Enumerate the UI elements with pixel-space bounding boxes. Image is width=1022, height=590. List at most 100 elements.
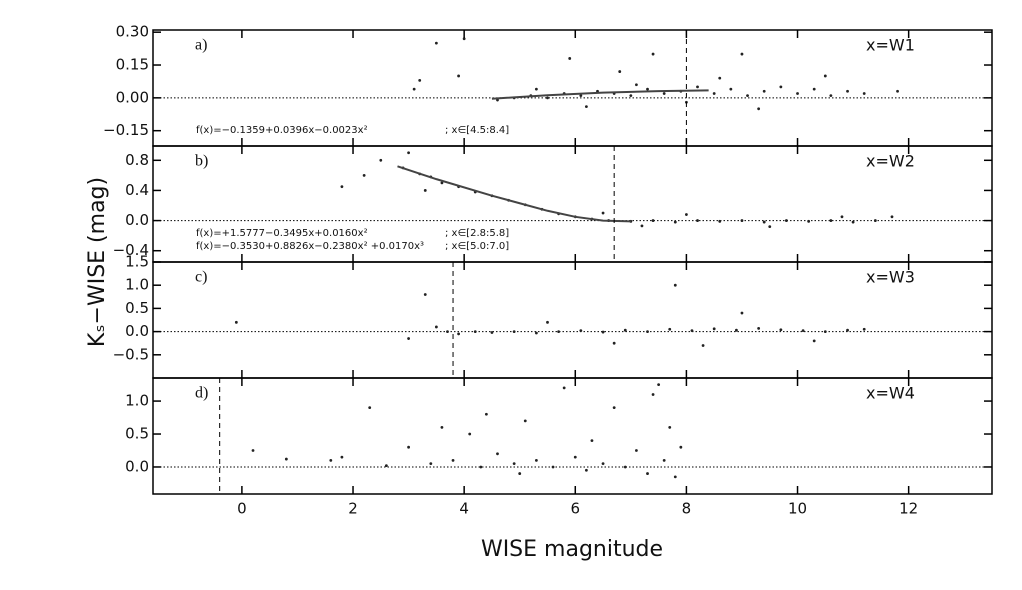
data-point bbox=[612, 341, 616, 345]
data-point bbox=[701, 344, 705, 347]
data-point bbox=[462, 37, 466, 41]
data-point bbox=[740, 52, 744, 56]
data-point bbox=[768, 225, 772, 228]
data-point bbox=[668, 426, 672, 429]
fit-curve bbox=[397, 165, 631, 223]
data-point bbox=[846, 89, 849, 93]
data-point bbox=[473, 330, 477, 333]
panel-label: x=W4 bbox=[866, 384, 915, 403]
data-point bbox=[434, 41, 438, 45]
data-point bbox=[579, 329, 583, 333]
data-point bbox=[379, 158, 383, 162]
data-point bbox=[490, 331, 494, 334]
y-tick-label: 1.5 bbox=[125, 253, 149, 271]
data-point bbox=[651, 219, 655, 222]
data-point bbox=[412, 87, 416, 91]
data-point bbox=[590, 439, 594, 443]
data-point bbox=[618, 70, 622, 73]
data-point bbox=[829, 94, 833, 98]
data-point bbox=[679, 445, 683, 449]
data-point bbox=[512, 462, 516, 466]
data-point bbox=[740, 311, 744, 315]
data-point bbox=[657, 383, 661, 386]
fit-formula: f(x)=−0.1359+0.0396x−0.0023x² bbox=[196, 125, 368, 136]
data-point bbox=[646, 472, 649, 475]
data-point bbox=[662, 92, 666, 95]
data-point bbox=[646, 87, 649, 91]
y-tick-label: 0.0 bbox=[125, 211, 149, 229]
data-point bbox=[629, 94, 633, 98]
data-point bbox=[457, 332, 460, 336]
data-point bbox=[368, 406, 372, 410]
data-point bbox=[457, 74, 460, 78]
fit-formula: f(x)=+1.5777−0.3495x+0.0160x² bbox=[196, 228, 368, 239]
data-point bbox=[829, 219, 833, 222]
data-point bbox=[696, 85, 699, 89]
data-point bbox=[518, 472, 522, 475]
data-point bbox=[546, 96, 549, 100]
data-point bbox=[234, 320, 238, 324]
data-point bbox=[890, 215, 894, 219]
data-point bbox=[329, 458, 333, 462]
data-point bbox=[634, 449, 638, 452]
data-point bbox=[823, 74, 827, 78]
panel-tag: c) bbox=[195, 269, 207, 286]
x-tick-label: 8 bbox=[682, 500, 692, 518]
panel-tag: b) bbox=[195, 153, 208, 170]
data-point bbox=[384, 464, 388, 468]
data-point bbox=[696, 219, 699, 222]
y-axis-label: Kₛ−WISE (mag) bbox=[85, 177, 110, 347]
panel-label: x=W1 bbox=[866, 36, 915, 55]
data-point bbox=[407, 445, 410, 449]
data-point bbox=[651, 393, 655, 396]
data-point bbox=[712, 92, 716, 95]
data-point bbox=[640, 224, 644, 228]
data-point bbox=[418, 78, 422, 82]
data-point bbox=[862, 92, 866, 95]
data-point bbox=[757, 107, 761, 111]
data-point bbox=[623, 465, 627, 469]
data-point bbox=[634, 83, 638, 87]
data-point bbox=[823, 330, 827, 333]
data-point bbox=[718, 76, 722, 80]
data-point bbox=[523, 419, 527, 423]
data-point bbox=[423, 189, 427, 192]
data-point bbox=[440, 426, 444, 429]
data-point bbox=[718, 219, 722, 223]
data-point bbox=[451, 458, 455, 462]
data-point bbox=[362, 173, 366, 177]
data-point bbox=[779, 328, 783, 332]
data-point bbox=[573, 455, 577, 459]
data-point bbox=[407, 337, 410, 340]
data-point bbox=[685, 213, 688, 216]
data-point bbox=[534, 331, 538, 335]
data-point bbox=[690, 329, 694, 333]
data-point bbox=[584, 468, 588, 472]
data-point bbox=[735, 328, 738, 332]
data-point bbox=[740, 219, 744, 222]
data-point bbox=[746, 94, 749, 98]
data-point bbox=[534, 87, 538, 91]
data-point bbox=[651, 52, 655, 56]
data-point bbox=[251, 449, 255, 452]
data-point bbox=[579, 94, 583, 98]
data-point bbox=[785, 219, 788, 222]
fit-range: ; x∈[4.5:8.4] bbox=[445, 125, 509, 136]
y-tick-label: 0.00 bbox=[116, 88, 149, 106]
fit-formula: f(x)=−0.3530+0.8826x−0.2380x² +0.0170x³ bbox=[196, 241, 424, 252]
data-point bbox=[812, 87, 816, 91]
data-point bbox=[801, 329, 805, 333]
data-point bbox=[712, 327, 716, 331]
data-point bbox=[779, 85, 783, 89]
fit-range: ; x∈[2.8:5.8] bbox=[445, 228, 509, 239]
panel-label: x=W3 bbox=[866, 268, 915, 287]
data-point bbox=[551, 465, 555, 469]
panel-tag: d) bbox=[195, 385, 208, 402]
data-point bbox=[668, 327, 672, 331]
y-tick-label: 0.5 bbox=[125, 299, 149, 317]
data-point bbox=[562, 386, 566, 390]
y-tick-label: 0.4 bbox=[125, 181, 149, 199]
y-tick-label: −0.4 bbox=[113, 241, 149, 259]
y-tick-label: 0.0 bbox=[125, 457, 149, 475]
